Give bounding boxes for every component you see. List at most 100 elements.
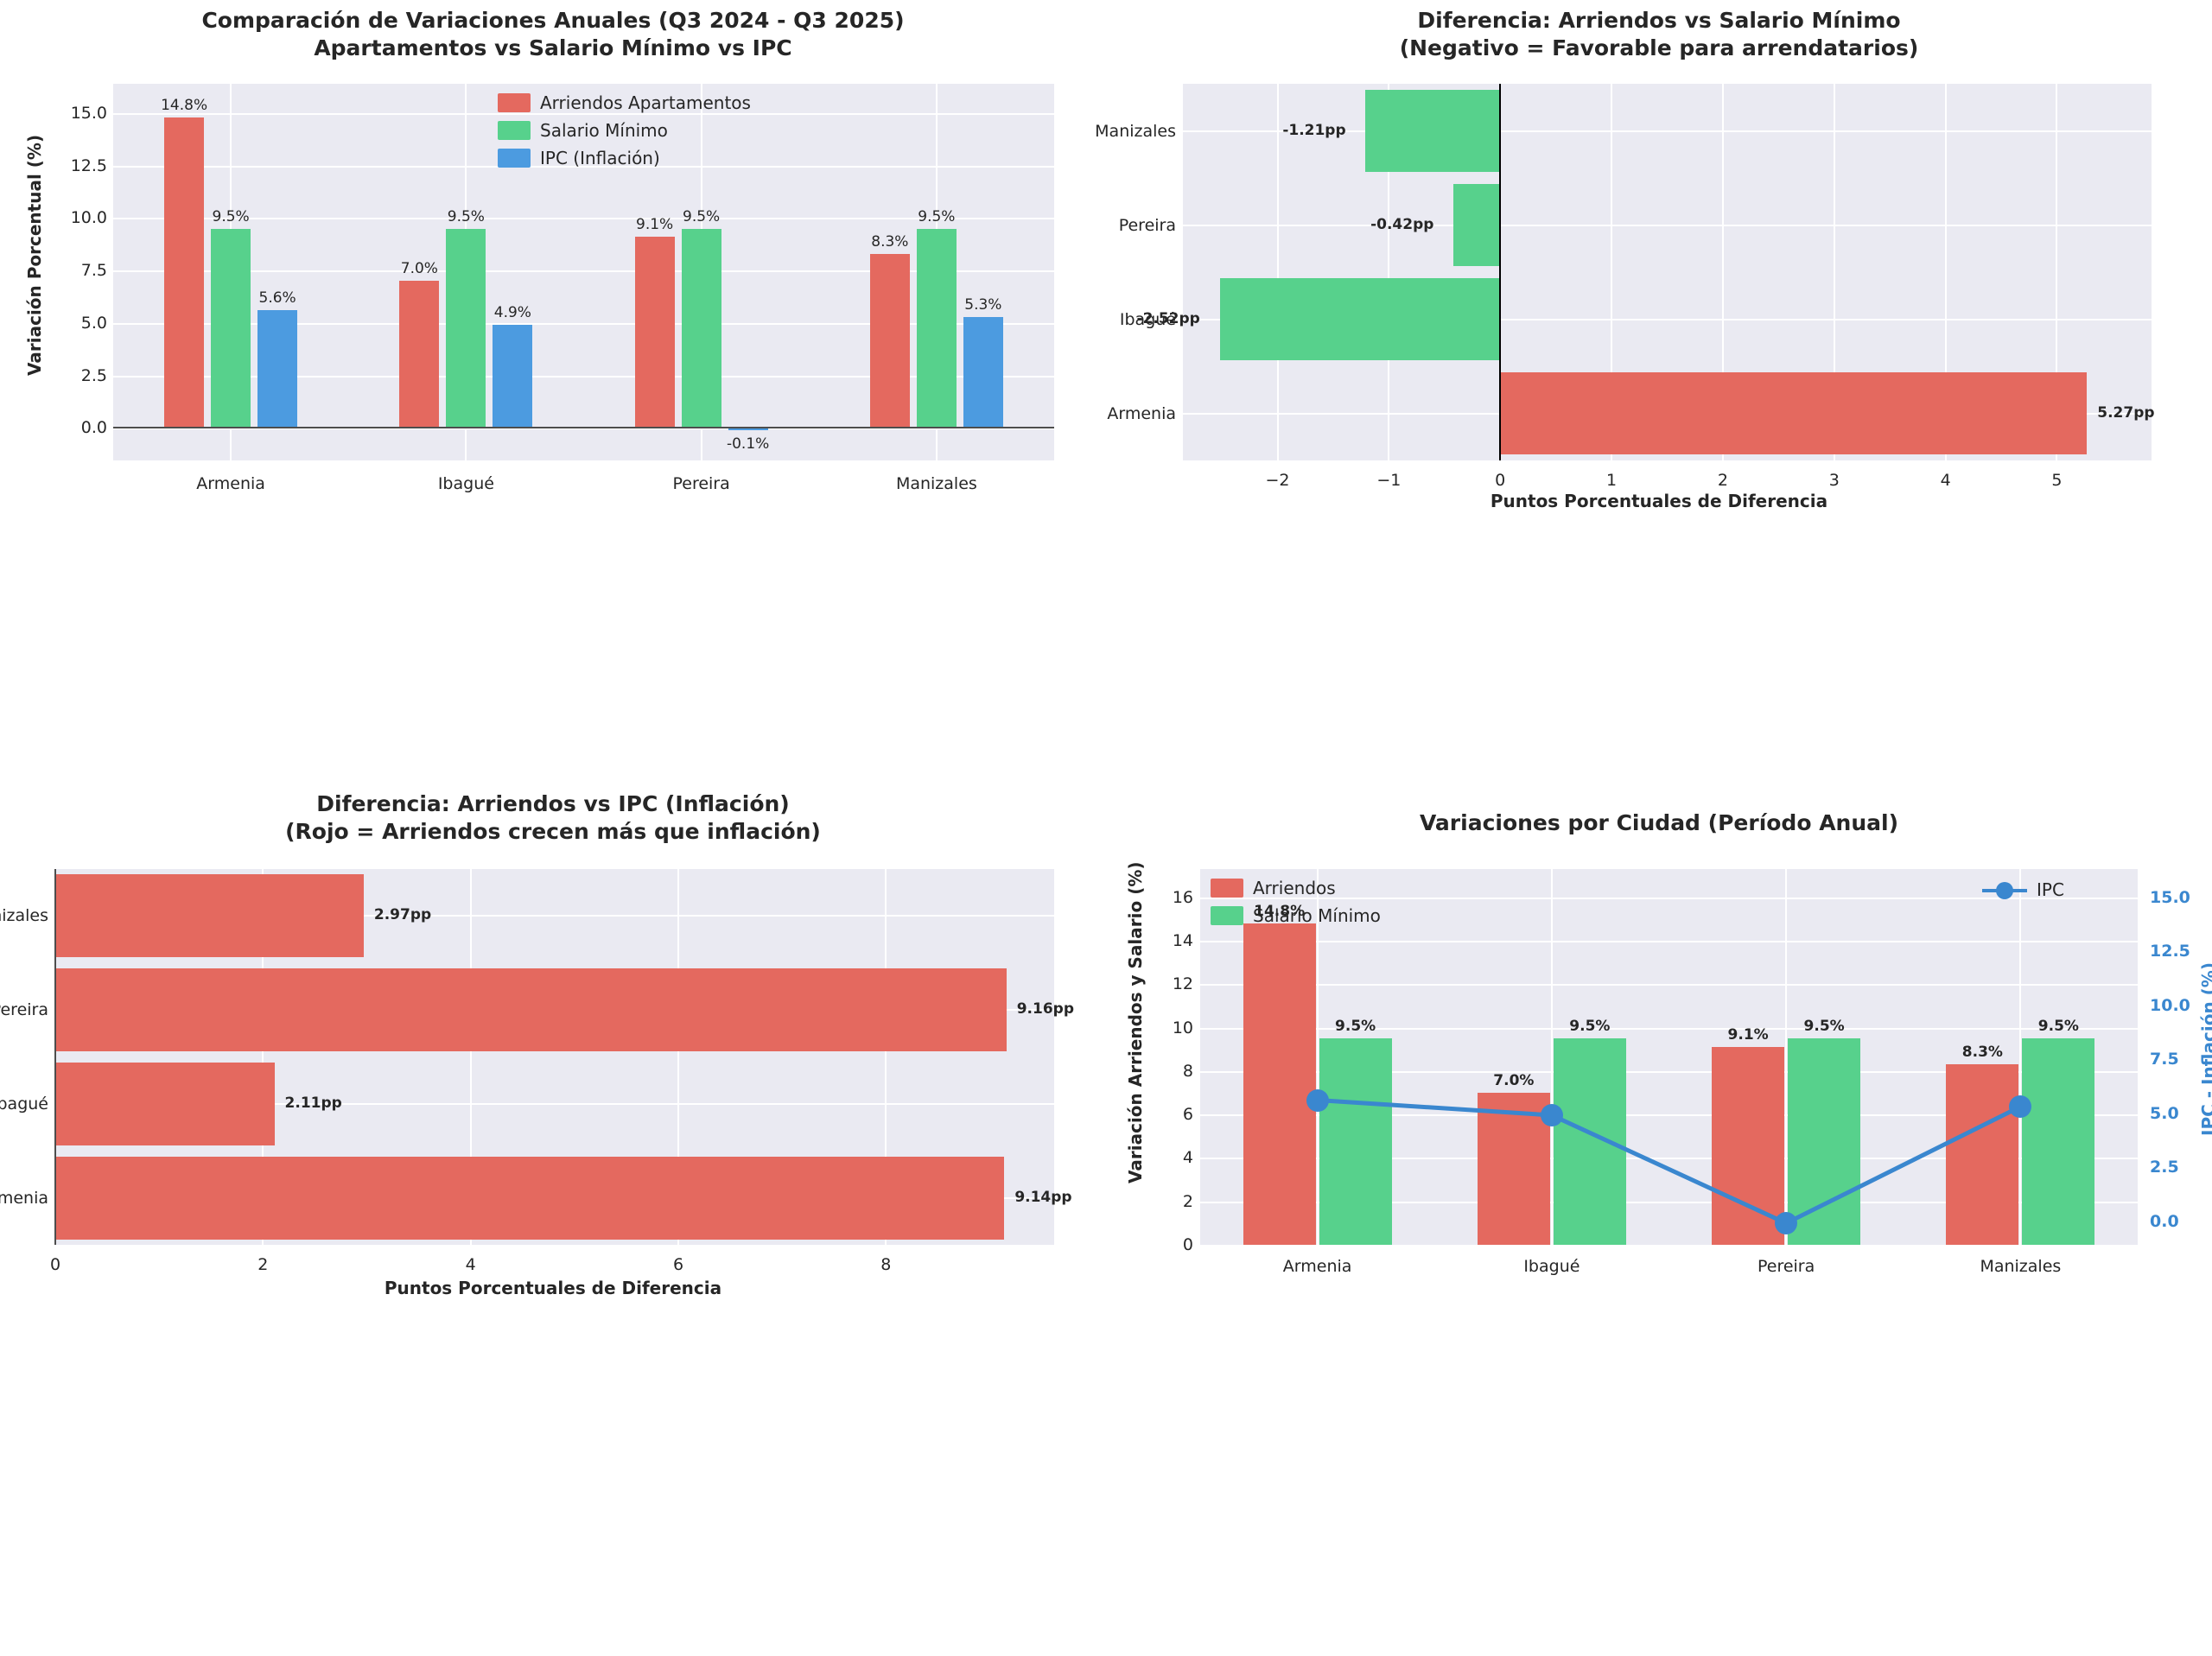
panel2-title-line2: (Negativo = Favorable para arrendatarios… [1399,35,1919,60]
bar-ibagué-1 [1553,1038,1626,1245]
panel1-bar-value-label: 9.5% [918,207,956,225]
bar-ibagué-0 [399,281,440,428]
panel1-gridline [113,113,1054,115]
panel-variaciones-ciudad: Variaciones por Ciudad (Período Anual) V… [1106,810,2212,1656]
bar-ibagué [1219,278,1501,360]
panel3-x-tick-label: 4 [465,1255,476,1274]
panel1-x-tick-label: Armenia [196,474,265,493]
bar-manizales [1365,90,1501,172]
panel3-title-line2: (Rojo = Arriendos crecen más que inflaci… [285,819,821,844]
panel2-x-tick-label: 0 [1495,471,1506,490]
panel4-legend-item-1[interactable]: Salario Mínimo [1211,905,1381,926]
panel1-legend-label: Salario Mínimo [540,120,668,141]
panel-comparacion-variaciones: Comparación de Variaciones Anuales (Q3 2… [0,0,1106,829]
panel2-y-tick-label: Pereira [1118,215,1176,235]
panel3-gridline-h [55,915,1054,917]
panel1-bar-value-label: 9.1% [636,216,674,234]
panel4-y-tick-label: 0 [1182,1235,1193,1254]
panel4-y-right-tick-label: 5.0 [2150,1103,2179,1123]
legend-swatch-0 [1211,879,1243,898]
panel1-y-tick-label: 7.5 [80,261,107,281]
panel2-y-tick-label: Manizales [1095,121,1176,141]
panel2-gridline [1721,84,1724,460]
panel2-gridline [2056,84,2058,460]
panel3-x-axis-label: Puntos Porcentuales de Diferencia [384,1278,722,1298]
panel4-ipc-point-1 [1540,1104,1563,1126]
legend-swatch-1 [1211,906,1243,925]
panel3-y-tick-label: Ibagué [0,1094,48,1114]
panel2-bar-value-label: -0.42pp [1370,215,1434,233]
panel4-legend-item-ipc[interactable]: IPC [1982,879,2064,900]
panel2-x-tick-label: 5 [2051,471,2063,490]
panel4-legend-label: Arriendos [1253,878,1336,898]
panel1-legend: Arriendos Apartamentos Salario Mínimo IPC … [498,92,751,175]
panel4-bar-value-label: 9.5% [1335,1018,1376,1036]
panel1-legend-label: IPC (Inflación) [540,148,660,168]
bar-pereira-0 [1712,1047,1785,1245]
panel2-x-tick-label: 2 [1717,471,1728,490]
panel3-bar-value-label: 9.14pp [1014,1188,1072,1206]
bar-ibagué-2 [493,325,533,428]
panel4-bar-value-label: 9.5% [2037,1018,2079,1036]
panel1-bar-value-label: 8.3% [871,232,909,251]
panel4-y-tick-label: 2 [1182,1191,1193,1211]
panel1-bar-value-label: 9.5% [683,207,721,225]
bar-pereira-2 [728,428,768,430]
panel1-legend-label: Arriendos Apartamentos [540,92,751,113]
panel-diferencia-ipc: Diferencia: Arriendos vs IPC (Inflación)… [0,791,1106,1656]
panel1-legend-item-0[interactable]: Arriendos Apartamentos [498,92,751,113]
panel1-y-tick-label: 0.0 [80,418,107,438]
bar-manizales-1 [916,228,957,428]
panel1-legend-item-2[interactable]: IPC (Inflación) [498,148,751,168]
panel2-gridline [1611,84,1613,460]
panel4-ipc-point-0 [1306,1088,1329,1112]
panel1-gridline [113,375,1054,378]
panel4-gridline-v [1550,869,1553,1245]
panel4-gridline [1200,1027,2138,1030]
panel4-y-axis-label: Variación Arriendos y Salario (%) [1125,861,1146,1183]
panel2-gridline-h [1183,224,2152,226]
panel1-bar-value-label: 9.5% [212,207,250,225]
panel4-y-right-tick-label: 12.5 [2150,942,2190,961]
panel4-x-tick-label: Manizales [1980,1257,2062,1276]
panel1-x-tick-label: Ibagué [437,474,494,493]
bar-armenia-2 [257,310,298,428]
panel1-y-tick-label: 15.0 [70,104,107,123]
panel1-gridline [113,165,1054,168]
panel2-x-tick-label: 1 [1606,471,1618,490]
panel4-bar-value-label: 9.5% [1569,1018,1611,1036]
panel4-y-right-tick-label: 15.0 [2150,887,2190,907]
panel4-x-tick-label: Armenia [1282,1257,1352,1276]
panel-diferencia-salario: Diferencia: Arriendos vs Salario Mínimo … [1095,0,2212,829]
panel2-gridline-h [1183,130,2152,132]
panel4-y-tick-label: 8 [1182,1061,1193,1081]
panel1-y-tick-label: 2.5 [80,365,107,385]
panel4-gridline-v [1785,869,1788,1245]
bar-armenia [55,1156,1005,1240]
panel4-gridline [1200,940,2138,942]
panel1-legend-item-1[interactable]: Salario Mínimo [498,120,751,141]
panel3-bar-value-label: 2.11pp [284,1094,342,1112]
bar-pereira [55,968,1007,1052]
panel3-x-tick-label: 2 [257,1255,269,1274]
panel2-bar-value-label: -1.21pp [1282,121,1346,139]
panel4-y-right-tick-label: 2.5 [2150,1158,2179,1177]
panel4-y-tick-label: 10 [1172,1018,1193,1037]
panel1-x-tick-label: Pereira [672,474,730,493]
panel1-bar-value-label: 14.8% [161,96,208,114]
panel3-gridline [262,869,264,1245]
bar-armenia-1 [1319,1038,1392,1245]
panel3-gridline-h [55,1102,1054,1105]
panel3-x-tick-label: 0 [49,1255,61,1274]
panel1-bar-value-label: 7.0% [400,260,438,278]
bar-armenia-1 [211,228,251,428]
panel2-y-tick-label: Armenia [1107,403,1176,423]
panel1-bar-value-label: 9.5% [447,207,485,225]
panel4-y-axis-right-label: IPC - Inflación (%) [2198,962,2212,1136]
panel4-gridline-v [1316,869,1319,1245]
panel4-legend-item-0[interactable]: Arriendos [1211,878,1381,898]
bar-manizales [55,874,364,958]
panel2-gridline-h [1183,318,2152,320]
panel4-legend-right: IPC [1982,879,2064,907]
panel4-bar-value-label: 9.1% [1727,1026,1769,1044]
